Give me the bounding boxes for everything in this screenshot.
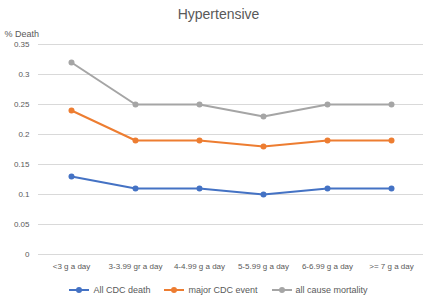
html-text:All CDC death: All CDC death (93, 285, 151, 295)
html-text:all cause mortality: all cause mortality (295, 285, 368, 295)
svg-text:3-3.99 gr a day: 3-3.99 gr a day (109, 262, 163, 271)
html-text:major CDC event: major CDC event (188, 285, 258, 295)
svg-text:% Death: % Death (5, 29, 40, 39)
svg-text:0.3: 0.3 (18, 70, 30, 79)
svg-text:0.15: 0.15 (14, 160, 30, 169)
svg-text:0.35: 0.35 (14, 40, 30, 49)
svg-text:0.25: 0.25 (14, 100, 30, 109)
svg-text:4-4.99 g a day: 4-4.99 g a day (174, 262, 225, 271)
svg-text:>= 7 g a day: >= 7 g a day (369, 262, 413, 271)
svg-text:0.05: 0.05 (14, 220, 30, 229)
svg-text:6-6.99 g a day: 6-6.99 g a day (302, 262, 353, 271)
svg-text:5-5.99 g a day: 5-5.99 g a day (238, 262, 289, 271)
svg-text:0.1: 0.1 (18, 190, 30, 199)
svg-text:<3 g a day: <3 g a day (53, 262, 91, 271)
svg-text:0: 0 (25, 250, 30, 259)
svg-text:0.2: 0.2 (18, 130, 30, 139)
html-text:Hypertensive: Hypertensive (177, 6, 260, 22)
